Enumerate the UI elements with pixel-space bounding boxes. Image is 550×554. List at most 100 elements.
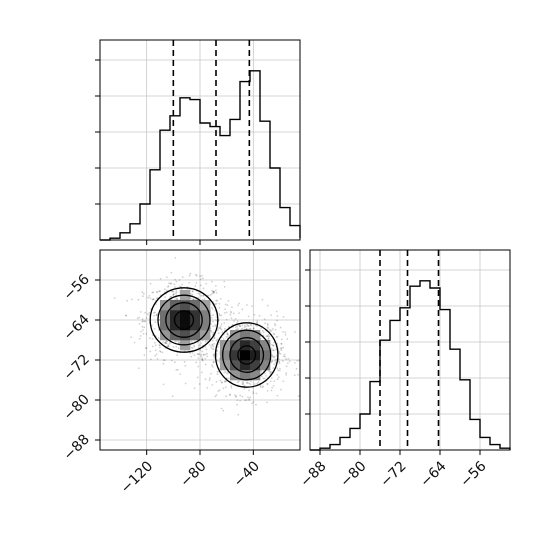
scatter-point xyxy=(202,354,205,357)
scatter-point xyxy=(261,375,263,378)
scatter-point xyxy=(150,358,152,361)
density-cell xyxy=(200,310,211,321)
scatter-point xyxy=(204,378,207,381)
scatter-point xyxy=(270,377,273,379)
hist-x-step-line xyxy=(100,70,301,241)
scatter-xtick-label: −80 xyxy=(177,458,209,490)
scatter-point xyxy=(269,380,272,383)
scatter-point xyxy=(252,392,255,395)
scatter-point xyxy=(286,338,289,340)
scatter-point xyxy=(148,295,151,297)
scatter-point xyxy=(253,383,256,385)
scatter-point xyxy=(235,395,238,397)
scatter-point xyxy=(138,316,141,319)
scatter-point xyxy=(241,381,244,383)
scatter-point xyxy=(219,326,221,329)
scatter-point xyxy=(272,332,275,335)
scatter-point xyxy=(243,326,246,329)
scatter-point xyxy=(267,337,270,339)
hist-x-gridlines xyxy=(100,40,300,240)
scatter-point xyxy=(193,344,195,347)
scatter-point xyxy=(278,361,281,363)
scatter-point xyxy=(239,325,242,328)
scatter-point xyxy=(200,294,203,297)
scatter-point xyxy=(191,290,194,293)
scatter-point xyxy=(164,296,167,298)
scatter-point xyxy=(210,329,212,332)
scatter-point xyxy=(279,367,281,370)
scatter-point xyxy=(167,345,170,348)
scatter-point xyxy=(280,343,283,345)
scatter-point xyxy=(202,277,204,280)
density-cell xyxy=(170,320,181,331)
scatter-point xyxy=(276,374,279,376)
scatter-point xyxy=(294,362,296,364)
scatter-point xyxy=(242,383,244,385)
scatter-point xyxy=(144,320,147,323)
scatter-point xyxy=(215,302,218,305)
contour-lines xyxy=(149,287,279,388)
scatter-point xyxy=(213,355,215,358)
scatter-point xyxy=(267,369,270,372)
scatter-point xyxy=(170,282,173,285)
scatter-point xyxy=(248,382,250,385)
scatter-point xyxy=(279,353,282,355)
scatter-point xyxy=(220,381,223,384)
scatter-point xyxy=(254,324,257,327)
scatter-point xyxy=(284,331,287,334)
scatter-point xyxy=(146,313,149,315)
scatter-point xyxy=(155,314,158,316)
scatter-point xyxy=(172,293,175,296)
scatter-point xyxy=(197,342,200,344)
scatter-point xyxy=(172,346,175,348)
scatter-point xyxy=(154,321,157,324)
scatter-point xyxy=(166,289,168,292)
scatter-point xyxy=(213,342,216,345)
scatter-point xyxy=(156,291,159,294)
scatter-point xyxy=(163,359,166,361)
scatter-point xyxy=(219,379,222,382)
contour-line xyxy=(149,287,219,353)
scatter-point xyxy=(259,384,262,387)
scatter-point xyxy=(201,350,204,353)
scatter-point xyxy=(272,349,275,352)
scatter-point xyxy=(279,326,282,329)
scatter-point xyxy=(230,386,233,389)
scatter-point xyxy=(215,339,218,342)
scatter-point xyxy=(226,333,229,336)
scatter-point xyxy=(155,303,158,305)
scatter-point xyxy=(200,355,203,358)
scatter-point xyxy=(189,352,192,354)
scatter-point xyxy=(245,327,248,330)
scatter-point xyxy=(239,325,241,328)
scatter-point xyxy=(224,308,227,311)
scatter-point xyxy=(212,291,215,294)
scatter-point xyxy=(266,326,269,329)
scatter-point xyxy=(195,274,198,277)
scatter-point xyxy=(278,352,281,355)
scatter-point xyxy=(204,363,207,366)
scatter-point xyxy=(274,324,277,327)
scatter-point xyxy=(247,325,250,327)
scatter-point xyxy=(211,343,214,346)
scatter-point xyxy=(216,373,219,376)
scatter-point xyxy=(154,355,157,357)
scatter-point xyxy=(224,380,227,382)
scatter-point xyxy=(152,298,155,301)
scatter-point xyxy=(167,285,170,288)
density-cell xyxy=(260,360,271,371)
scatter-point xyxy=(228,325,230,328)
scatter-point xyxy=(180,288,183,291)
scatter-point xyxy=(225,335,228,338)
scatter-point xyxy=(287,362,289,364)
scatter-point xyxy=(239,399,242,402)
scatter-point xyxy=(216,338,219,341)
scatter-point xyxy=(267,327,270,330)
scatter-point xyxy=(151,291,154,294)
scatter-point xyxy=(225,386,227,389)
scatter-point xyxy=(197,357,200,360)
scatter-point xyxy=(262,377,265,380)
density-cell xyxy=(250,330,261,341)
scatter-point xyxy=(283,353,286,356)
scatter-point xyxy=(164,341,167,344)
